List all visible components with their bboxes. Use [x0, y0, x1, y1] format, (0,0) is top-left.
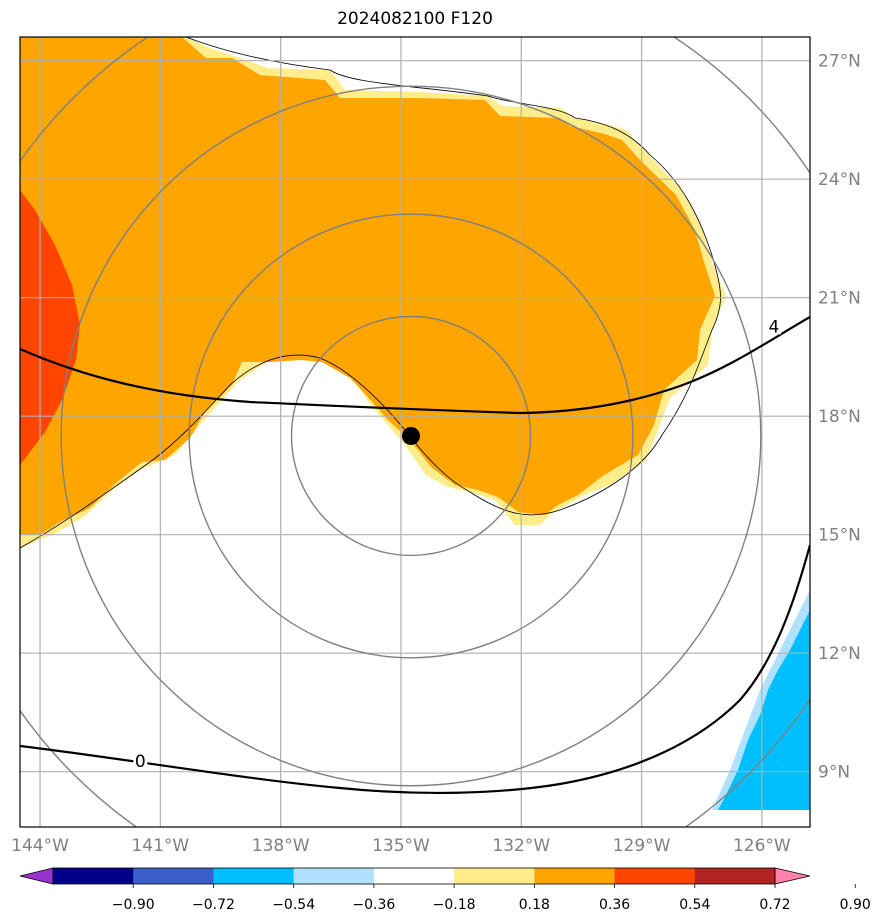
contour-line-4	[20, 316, 810, 415]
lon-tick-label: 141°W	[131, 836, 189, 856]
colorbar-tick-label: −0.36	[352, 897, 395, 913]
colorbar-tick-label: 0.36	[599, 897, 630, 913]
colorbar-tick-label: −0.54	[272, 897, 315, 913]
contour-label-bg	[133, 752, 148, 769]
colorbar-segment	[133, 868, 214, 884]
lat-tick-label: 15°N	[818, 526, 861, 546]
colorbar-tick-label: 0.18	[519, 897, 550, 913]
range-ring-1	[188, 213, 634, 659]
colorbar-tick-label: 0.72	[759, 897, 790, 913]
contour-label: 0	[135, 752, 146, 772]
lat-tick-label: 27°N	[818, 52, 861, 72]
lat-tick-label: 9°N	[818, 763, 850, 783]
colorbar-tick-label: −0.90	[112, 897, 155, 913]
colorbar-extend-high	[774, 867, 811, 885]
lon-tick-label: 138°W	[252, 836, 310, 856]
lon-tick-label: 135°W	[372, 836, 430, 856]
lat-tick-label: 12°N	[818, 644, 861, 664]
field-outline	[20, 37, 721, 549]
range-ring-2	[60, 85, 762, 787]
contour-line-0	[20, 544, 810, 795]
latitude-tick-labels: 27°N 24°N 21°N 18°N 15°N 12°N 9°N	[818, 52, 861, 783]
colorbar-tick-label: 0.90	[840, 897, 871, 913]
contour-labels: 40	[133, 317, 781, 772]
colorbar-segment	[373, 868, 455, 884]
colorbar-segment	[614, 868, 696, 884]
graticule	[20, 37, 810, 827]
colorbar: −0.90 −0.72 −0.54 −0.36 −0.18 0.18 0.36 0.54 0.7…	[19, 867, 871, 913]
contour-label: 4	[768, 317, 779, 337]
colorbar-tick-label: 0.54	[679, 897, 710, 913]
colorbar-extend-low	[19, 867, 54, 885]
lon-tick-label: 144°W	[11, 836, 69, 856]
lon-tick-label: 129°W	[613, 836, 671, 856]
lat-tick-label: 21°N	[818, 289, 861, 309]
storm-center-marker	[401, 426, 420, 445]
contour-label-bg	[766, 318, 781, 335]
colorbar-segment	[53, 868, 134, 884]
lon-tick-label: 132°W	[492, 836, 550, 856]
map-title: 2024082100 F120	[337, 9, 493, 29]
colorbar-tick-label: −0.18	[433, 897, 476, 913]
field-blue-region	[718, 610, 810, 810]
lon-tick-label: 126°W	[733, 836, 791, 856]
field-red-region	[20, 190, 80, 465]
range-ring-0	[290, 315, 532, 557]
lat-tick-label: 18°N	[818, 407, 861, 427]
longitude-tick-labels: 144°W 141°W 138°W 135°W 132°W 129°W 126°W	[11, 836, 791, 856]
colorbar-segment	[534, 868, 616, 884]
field-orange-band	[20, 37, 715, 535]
map-frame	[19, 36, 811, 828]
colorbar-segment	[293, 868, 375, 884]
colorbar-segment	[213, 868, 295, 884]
colorbar-segment	[694, 868, 776, 884]
lat-tick-label: 24°N	[818, 170, 861, 190]
colorbar-frame	[52, 867, 776, 885]
colorbar-tick-label: −0.72	[192, 897, 235, 913]
colorbar-segment	[454, 868, 535, 884]
